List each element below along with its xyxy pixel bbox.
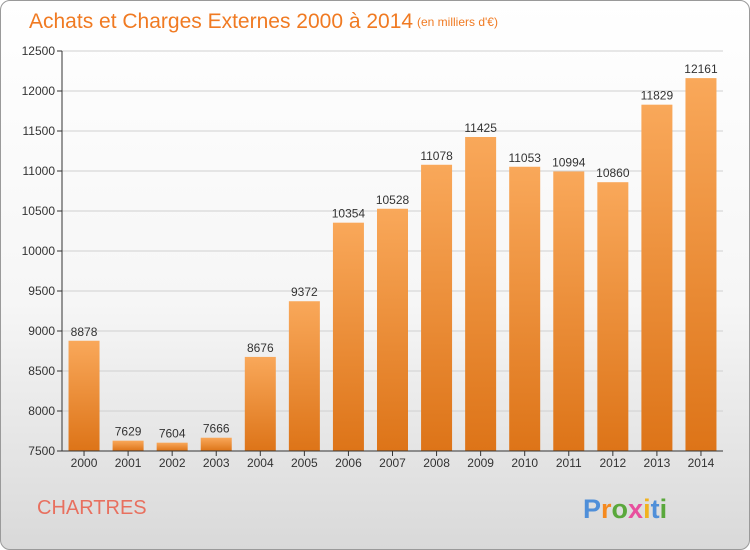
bar xyxy=(421,164,453,451)
x-tick-label: 2005 xyxy=(291,456,318,470)
data-label: 11829 xyxy=(641,89,674,103)
city-name: CHARTRES xyxy=(37,497,147,519)
y-tick-label: 7500 xyxy=(28,444,55,458)
logo-letter: P xyxy=(583,494,601,524)
x-tick-label: 2001 xyxy=(115,456,142,470)
bar-series: 8878 7629 7604 7666 8676 9372 10354 10528 11078 1… xyxy=(68,62,718,452)
bar xyxy=(288,301,320,451)
logo-letter: r xyxy=(601,494,612,524)
y-tick-label: 8500 xyxy=(28,364,55,378)
x-tick-label: 2011 xyxy=(556,456,582,470)
bar xyxy=(112,440,144,451)
y-tick-label: 10000 xyxy=(22,244,56,258)
bar xyxy=(377,208,408,451)
bar xyxy=(200,437,232,451)
bar xyxy=(641,104,673,452)
proxiti-logo: Proxiti xyxy=(583,494,667,524)
x-tick-label: 2009 xyxy=(467,456,494,470)
logo-letter: i xyxy=(643,494,651,524)
data-label: 8878 xyxy=(71,325,98,339)
data-label: 10860 xyxy=(596,166,630,180)
bar xyxy=(68,340,100,451)
data-label: 11425 xyxy=(464,121,497,135)
data-label: 11053 xyxy=(508,151,541,165)
x-tick-label: 2006 xyxy=(335,456,362,470)
logo-letter: t xyxy=(651,494,660,524)
y-tick-label: 12500 xyxy=(22,44,56,58)
y-tick-label: 9000 xyxy=(28,324,55,338)
axes: 7500 8000 8500 9000 9500 10000 10500 11000 11500… xyxy=(22,44,723,470)
logo-letter: x xyxy=(628,494,643,524)
x-tick-label: 2004 xyxy=(247,456,274,470)
y-tick-label: 11000 xyxy=(23,164,56,178)
logo-letter: o xyxy=(612,494,629,524)
bar xyxy=(332,222,364,451)
y-tick-label: 11500 xyxy=(23,124,56,138)
data-label: 7629 xyxy=(115,425,142,439)
x-tick-label: 2008 xyxy=(423,456,450,470)
data-label: 8676 xyxy=(247,341,274,355)
x-tick-label: 2010 xyxy=(511,456,538,470)
bar xyxy=(156,442,188,451)
bar xyxy=(465,137,497,451)
data-label: 9372 xyxy=(291,285,318,299)
y-tick-label: 8000 xyxy=(28,404,55,418)
x-tick-label: 2002 xyxy=(159,456,186,470)
x-tick-label: 2000 xyxy=(71,456,98,470)
y-tick-label: 9500 xyxy=(28,284,55,298)
data-label: 12161 xyxy=(684,62,718,76)
x-tick-label: 2003 xyxy=(203,456,230,470)
data-label: 10994 xyxy=(552,155,586,169)
x-tick-label: 2014 xyxy=(688,456,715,470)
chart-subtitle: (en milliers d'€) xyxy=(417,15,498,29)
logo-letter: i xyxy=(660,494,668,524)
bar xyxy=(244,356,276,451)
x-tick-label: 2007 xyxy=(379,456,406,470)
x-tick-label: 2013 xyxy=(644,456,671,470)
chart-title: Achats et Charges Externes 2000 à 2014 xyxy=(29,10,413,33)
bar xyxy=(597,182,629,451)
data-label: 7604 xyxy=(159,427,186,441)
data-label: 10528 xyxy=(376,193,410,207)
bar xyxy=(685,78,717,452)
y-tick-label: 10500 xyxy=(22,204,56,218)
bar xyxy=(509,166,541,451)
data-label: 10354 xyxy=(332,207,366,221)
y-tick-label: 12000 xyxy=(22,84,56,98)
data-label: 11078 xyxy=(420,149,453,163)
data-label: 7666 xyxy=(203,422,230,436)
bar xyxy=(553,171,585,452)
x-tick-label: 2012 xyxy=(599,456,626,470)
